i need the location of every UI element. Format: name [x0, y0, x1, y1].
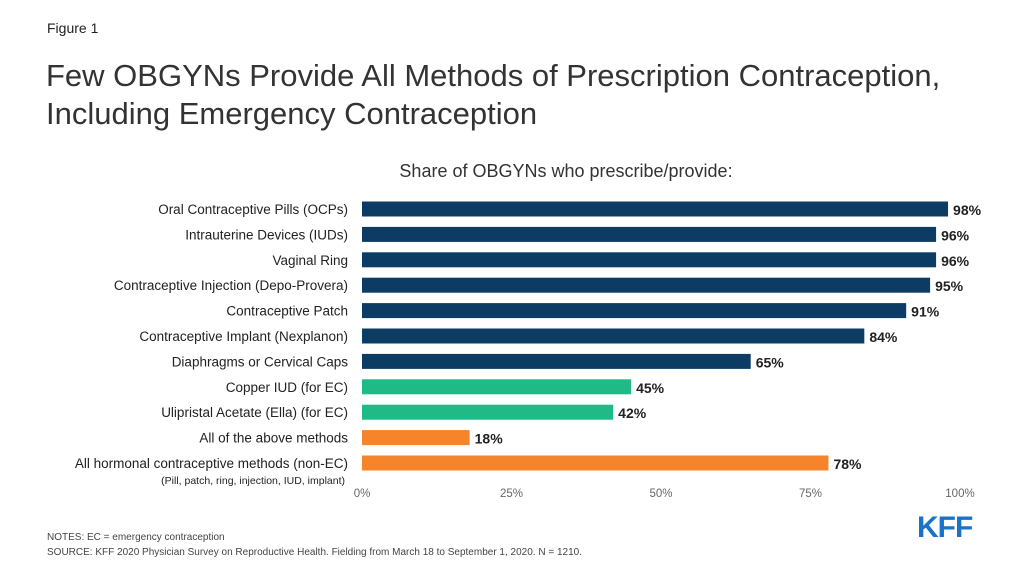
category-label: Copper IUD (for EC)	[226, 380, 348, 395]
data-label: 18%	[475, 431, 504, 447]
x-tick-label: 50%	[649, 488, 672, 500]
data-label: 98%	[953, 202, 982, 218]
footnotes: NOTES: EC = emergency contraception SOUR…	[47, 530, 582, 560]
category-label: All hormonal contraceptive methods (non-…	[75, 456, 348, 471]
data-label: 65%	[756, 354, 785, 370]
data-label: 84%	[869, 329, 898, 345]
category-sublabel: (Pill, patch, ring, injection, IUD, impl…	[161, 475, 345, 487]
data-label: 96%	[941, 227, 970, 243]
data-label: 95%	[935, 278, 964, 294]
page-title: Few OBGYNs Provide All Methods of Prescr…	[46, 58, 941, 131]
bar	[362, 277, 931, 293]
x-tick-label: 0%	[354, 488, 371, 500]
data-label: 45%	[636, 380, 665, 396]
bar	[362, 328, 865, 344]
bar	[362, 201, 949, 217]
bar	[362, 379, 632, 395]
data-label: 91%	[911, 304, 940, 320]
kff-logo: KFF	[917, 511, 973, 544]
data-label: 96%	[941, 253, 970, 269]
category-label: All of the above methods	[199, 431, 348, 446]
bar	[362, 303, 907, 319]
x-tick-label: 100%	[945, 488, 974, 500]
category-label: Oral Contraceptive Pills (OCPs)	[158, 202, 348, 217]
figure-label: Figure 1	[47, 20, 99, 36]
category-label: Contraceptive Patch	[226, 304, 348, 319]
x-tick-label: 75%	[799, 488, 822, 500]
category-label: Contraceptive Implant (Nexplanon)	[139, 329, 348, 344]
bar	[362, 226, 937, 242]
bar	[362, 455, 829, 471]
category-label: Ulipristal Acetate (Ella) (for EC)	[161, 405, 348, 420]
category-label: Vaginal Ring	[272, 253, 348, 268]
bar	[362, 353, 751, 369]
source-text: SOURCE: KFF 2020 Physician Survey on Rep…	[47, 547, 582, 558]
data-label: 42%	[618, 405, 647, 421]
x-tick-label: 25%	[500, 488, 523, 500]
bar	[362, 430, 470, 446]
category-label: Intrauterine Devices (IUDs)	[185, 227, 348, 242]
notes-text: NOTES: EC = emergency contraception	[47, 532, 225, 543]
category-label: Contraceptive Injection (Depo-Provera)	[114, 278, 348, 293]
bar	[362, 252, 937, 268]
bar	[362, 404, 614, 420]
category-label: Diaphragms or Cervical Caps	[172, 354, 349, 369]
data-label: 78%	[833, 456, 862, 472]
chart-title: Share of OBGYNs who prescribe/provide:	[399, 161, 733, 181]
